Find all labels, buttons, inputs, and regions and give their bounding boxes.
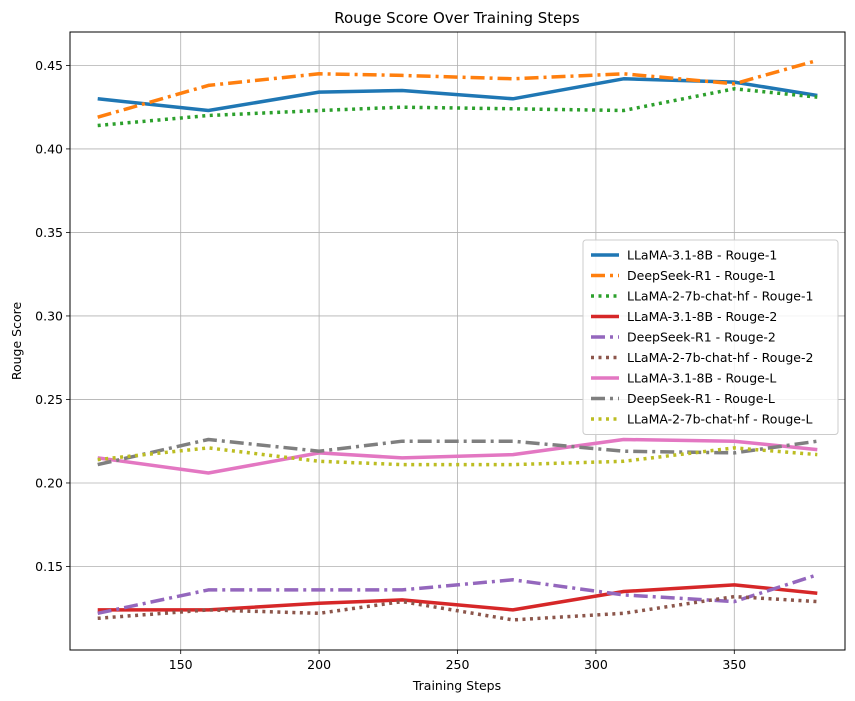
x-tick-label: 300 — [584, 657, 608, 672]
x-tick-label: 350 — [722, 657, 746, 672]
legend-label: LLaMA-2-7b-chat-hf - Rouge-L — [627, 412, 812, 427]
x-axis-title: Training Steps — [412, 678, 501, 693]
y-tick-label: 0.25 — [35, 392, 63, 407]
chart-title: Rouge Score Over Training Steps — [334, 9, 580, 27]
legend: LLaMA-3.1-8B - Rouge-1 DeepSeek-R1 - Roug… — [583, 240, 838, 435]
x-tick-label: 250 — [446, 657, 470, 672]
y-tick-label: 0.30 — [35, 308, 63, 323]
legend-label: LLaMA-3.1-8B - Rouge-L — [627, 371, 776, 386]
x-tick-label: 150 — [169, 657, 193, 672]
legend-label: LLaMA-3.1-8B - Rouge-1 — [627, 248, 777, 263]
y-tick-label: 0.20 — [35, 475, 63, 490]
legend-label: LLaMA-3.1-8B - Rouge-2 — [627, 309, 777, 324]
legend-label: LLaMA-2-7b-chat-hf - Rouge-1 — [627, 289, 813, 304]
legend-label: DeepSeek-R1 - Rouge-1 — [627, 268, 776, 283]
y-tick-label: 0.40 — [35, 141, 63, 156]
x-tick-label: 200 — [307, 657, 331, 672]
y-axis-title: Rouge Score — [9, 302, 24, 381]
y-tick-label: 0.15 — [35, 559, 63, 574]
legend-label: DeepSeek-R1 - Rouge-L — [627, 391, 775, 406]
legend-label: DeepSeek-R1 - Rouge-2 — [627, 330, 776, 345]
chart: Rouge Score Over Training Steps 150 200 25… — [0, 0, 855, 701]
y-tick-label: 0.35 — [35, 225, 63, 240]
y-tick-label: 0.45 — [35, 58, 63, 73]
legend-label: LLaMA-2-7b-chat-hf - Rouge-2 — [627, 350, 813, 365]
